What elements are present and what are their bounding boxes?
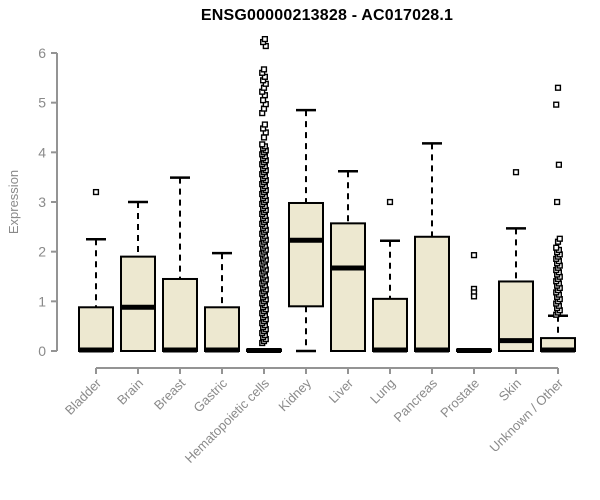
box [372, 297, 408, 352]
y-tick-label: 0 [38, 343, 46, 359]
box [120, 255, 156, 352]
boxplot-breast [162, 176, 198, 353]
x-tick-label-brain: Brain [114, 376, 146, 408]
outlier-point [554, 84, 562, 91]
y-tick-label: 4 [38, 144, 46, 160]
y-tick-label: 2 [38, 244, 46, 260]
boxplot-prostate [456, 252, 492, 354]
boxplot-gastric [204, 251, 240, 353]
boxplot-unknown-other [540, 84, 576, 353]
box [162, 277, 198, 352]
box [78, 306, 114, 352]
x-tick-label-kidney: Kidney [275, 375, 314, 414]
outlier-point [512, 169, 520, 176]
outlier-point [386, 198, 394, 206]
outlier-point [260, 66, 268, 73]
outlier-point [261, 121, 269, 128]
outlier-point [92, 188, 100, 196]
boxplot-pancreas [414, 142, 450, 353]
x-tick-label-pancreas: Pancreas [391, 375, 441, 425]
outlier-point [261, 35, 269, 43]
box [288, 201, 324, 308]
outlier-point [553, 244, 560, 251]
y-tick-label: 5 [38, 95, 46, 111]
x-tick-label-breast: Breast [151, 375, 188, 412]
x-tick-label-gastric: Gastric [190, 375, 230, 415]
boxplot-skin [498, 169, 534, 352]
y-tick-label: 6 [38, 45, 46, 61]
x-tick-label-liver: Liver [326, 375, 357, 406]
outlier-point [470, 252, 478, 259]
outlier-point [260, 134, 268, 141]
boxplot-bladder [78, 188, 114, 353]
outlier-point [555, 161, 563, 168]
boxplot-hematopoietic-cells [246, 35, 282, 354]
x-tick-label-bladder: Bladder [62, 375, 105, 418]
x-tick-label-lung: Lung [367, 376, 398, 407]
y-axis-title: Expression [6, 170, 21, 234]
outlier-point [556, 235, 563, 242]
x-tick-label-unknown-other: Unknown / Other [487, 375, 567, 455]
y-tick-label: 1 [38, 293, 46, 309]
boxplot-liver [330, 169, 366, 352]
box [330, 222, 366, 352]
outlier-point [470, 293, 478, 300]
chart-title: ENSG00000213828 - AC017028.1 [200, 7, 454, 24]
box [204, 306, 240, 352]
y-tick-label: 3 [38, 194, 46, 210]
boxplot-lung [372, 198, 408, 353]
x-tick-label-prostate: Prostate [437, 376, 482, 421]
outlier-point [553, 101, 560, 108]
outlier-point [260, 97, 267, 104]
outlier-point [259, 141, 266, 148]
box [414, 235, 450, 352]
boxplot-brain [120, 200, 156, 352]
y-axis: 0 1 2 3 4 5 6 Expression [6, 45, 58, 359]
outlier-point [554, 198, 561, 206]
boxplot-kidney [288, 108, 324, 353]
x-tick-label-skin: Skin [496, 376, 524, 404]
